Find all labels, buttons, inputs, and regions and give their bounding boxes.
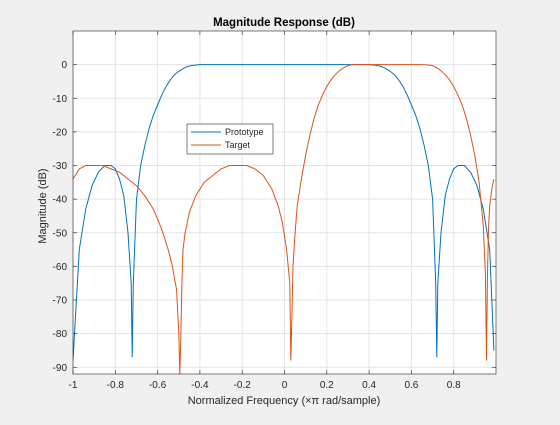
- y-tick-label: -90: [53, 363, 68, 374]
- chart-title: Magnitude Response (dB): [213, 17, 355, 29]
- series-line-target: [73, 64, 495, 374]
- y-axis-label: Magnitude (dB): [37, 168, 49, 243]
- x-tick-label: 0.6: [404, 380, 418, 391]
- x-axis-label: Normalized Frequency (×π rad/sample): [188, 395, 381, 407]
- x-tick-label: -0.8: [107, 380, 125, 391]
- x-tick-label: -0.4: [191, 380, 209, 391]
- x-tick-label: -1: [69, 380, 78, 391]
- axes: -1 -0.8 -0.6 -0.4 -0.2 0 0.2 0.4 0.6 0.8 0 -10 -20 -3…: [53, 30, 497, 391]
- x-tick-label: 0.2: [320, 380, 334, 391]
- series-line-prototype: [73, 64, 495, 361]
- x-tick-label: -0.2: [234, 380, 252, 391]
- x-tick-label: 0.8: [447, 380, 461, 391]
- y-tick-label: -80: [53, 329, 68, 340]
- y-tick-label: -60: [53, 262, 68, 273]
- y-tick-label: -70: [53, 296, 68, 307]
- legend-label-target: Target: [225, 140, 251, 150]
- x-tick-label: 0.4: [362, 380, 376, 391]
- y-tick-label: -20: [53, 127, 68, 138]
- x-tick-label: 0: [282, 380, 288, 391]
- x-tick-label: -0.6: [149, 380, 167, 391]
- legend-box: [186, 123, 274, 155]
- y-tick-label: -50: [53, 228, 68, 239]
- y-tick-label: -30: [53, 161, 68, 172]
- legend: Prototype Target: [186, 123, 274, 155]
- y-tick-label: -40: [53, 195, 68, 206]
- legend-label-prototype: Prototype: [225, 127, 264, 137]
- grid: [72, 31, 496, 374]
- y-tick-label: -10: [53, 94, 68, 105]
- series-layer: [73, 64, 495, 374]
- y-tick-label: 0: [61, 60, 67, 71]
